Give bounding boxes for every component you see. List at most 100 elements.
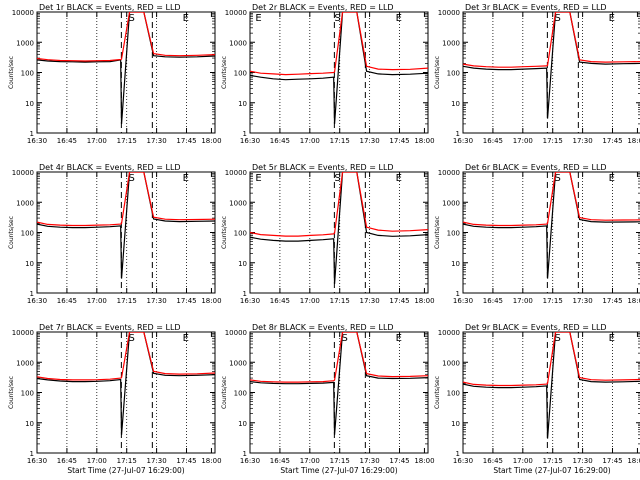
y-tick-label: 10000 — [12, 329, 34, 337]
x-tick-label: 17:45 — [176, 457, 196, 465]
marker-label: E — [255, 173, 261, 184]
y-tick-label: 100 — [234, 230, 247, 238]
marker-label: S — [128, 13, 134, 24]
y-tick-label: 1 — [30, 450, 34, 458]
x-tick-label: 16:45 — [483, 457, 503, 465]
marker-label: S — [554, 173, 560, 184]
series-line-lld — [37, 12, 215, 62]
panel-8: Det 8r BLACK = Events, RED = LLD 1 10 100 10… — [221, 323, 435, 475]
y-tick-label: 10 — [25, 420, 34, 428]
y-tick-label: 100 — [21, 70, 34, 78]
marker-label: E — [609, 333, 615, 344]
panel-title: Det 2r BLACK = Events, RED = LLD — [252, 3, 394, 12]
series-line-lld — [250, 332, 428, 383]
panel-1: Det 1r BLACK = Events, RED = LLD 1 10 100 10… — [8, 3, 222, 145]
x-tick-label: 17:00 — [300, 457, 320, 465]
panel-title: Det 7r BLACK = Events, RED = LLD — [39, 323, 181, 332]
y-tick-label: 10 — [451, 260, 460, 268]
plot-frame — [249, 171, 429, 294]
x-tick-label: 18:00 — [627, 457, 640, 465]
y-tick-label: 1 — [456, 290, 460, 298]
x-tick-label: 16:45 — [270, 457, 290, 465]
y-tick-label: 10000 — [225, 169, 247, 177]
x-tick-label: 17:00 — [513, 137, 533, 145]
series-line-events — [37, 332, 215, 435]
panel-3: Det 3r BLACK = Events, RED = LLD 1 10 100 10… — [434, 3, 640, 145]
x-tick-label: 17:00 — [513, 457, 533, 465]
y-axis-label: Counts/sec — [434, 56, 441, 89]
y-tick-label: 1 — [30, 130, 34, 138]
series-line-events — [37, 12, 215, 124]
series-line-events — [250, 332, 428, 435]
y-axis-label: Counts/sec — [8, 216, 15, 249]
y-tick-label: 1 — [243, 290, 247, 298]
y-tick-label: 10000 — [438, 9, 460, 17]
x-tick-label: 16:30 — [453, 297, 473, 305]
x-axis-label: Start Time (27-Jul-07 16:29:00) — [67, 466, 184, 475]
marker-label: E — [609, 173, 615, 184]
y-tick-label: 10 — [451, 420, 460, 428]
y-tick-label: 1 — [456, 130, 460, 138]
series-line-lld — [250, 172, 428, 237]
series-line-events — [463, 172, 640, 279]
series-line-events — [250, 12, 428, 124]
x-tick-label: 16:30 — [27, 457, 47, 465]
x-tick-label: 17:15 — [543, 297, 563, 305]
series-line-lld — [37, 172, 215, 227]
panel-6: Det 6r BLACK = Events, RED = LLD 1 10 100 10… — [434, 163, 640, 305]
x-tick-label: 17:30 — [360, 297, 380, 305]
y-tick-label: 1000 — [16, 199, 34, 207]
x-tick-label: 16:45 — [57, 457, 77, 465]
y-axis-label: Counts/sec — [434, 216, 441, 249]
x-tick-label: 17:00 — [300, 137, 320, 145]
y-tick-label: 10000 — [438, 329, 460, 337]
panel-7: Det 7r BLACK = Events, RED = LLD 1 10 100 10… — [8, 323, 222, 475]
x-tick-label: 16:45 — [270, 137, 290, 145]
x-tick-label: 17:30 — [147, 457, 167, 465]
x-tick-label: 16:30 — [27, 137, 47, 145]
x-tick-label: 17:30 — [360, 457, 380, 465]
x-tick-label: 17:15 — [117, 457, 137, 465]
x-tick-label: 17:00 — [300, 297, 320, 305]
marker-label: E — [396, 333, 402, 344]
y-tick-label: 1 — [456, 450, 460, 458]
marker-label: E — [396, 13, 402, 24]
x-tick-label: 17:45 — [389, 457, 409, 465]
panel-title: Det 4r BLACK = Events, RED = LLD — [39, 163, 181, 172]
x-tick-label: 18:00 — [414, 137, 434, 145]
x-tick-label: 17:15 — [543, 137, 563, 145]
x-axis-label: Start Time (27-Jul-07 16:29:00) — [493, 466, 610, 475]
panel-title: Det 5r BLACK = Events, RED = LLD — [252, 163, 394, 172]
y-tick-label: 100 — [234, 390, 247, 398]
x-tick-label: 18:00 — [627, 297, 640, 305]
series-line-lld — [37, 332, 215, 381]
series-line-lld — [463, 332, 640, 387]
panel-title: Det 1r BLACK = Events, RED = LLD — [39, 3, 181, 12]
x-tick-label: 17:00 — [87, 137, 107, 145]
panel-4: Det 4r BLACK = Events, RED = LLD 1 10 100 10… — [8, 163, 222, 305]
y-axis-label: Counts/sec — [221, 56, 228, 89]
x-tick-label: 17:30 — [360, 137, 380, 145]
marker-label: S — [334, 13, 340, 24]
y-tick-label: 1000 — [229, 199, 247, 207]
y-tick-label: 10 — [238, 420, 247, 428]
x-tick-label: 16:30 — [27, 297, 47, 305]
y-tick-label: 1000 — [442, 39, 460, 47]
y-tick-label: 10 — [25, 260, 34, 268]
y-tick-label: 10000 — [225, 329, 247, 337]
marker-label: S — [554, 333, 560, 344]
y-tick-label: 1 — [243, 130, 247, 138]
x-tick-label: 16:45 — [483, 137, 503, 145]
x-tick-label: 18:00 — [201, 457, 221, 465]
x-tick-label: 17:15 — [543, 457, 563, 465]
x-tick-label: 17:30 — [573, 137, 593, 145]
x-tick-label: 17:15 — [330, 137, 350, 145]
y-tick-label: 1 — [30, 290, 34, 298]
panel-5: Det 5r BLACK = Events, RED = LLD 1 10 100 10… — [221, 163, 435, 305]
x-tick-label: 17:45 — [176, 297, 196, 305]
y-tick-label: 1 — [243, 450, 247, 458]
x-tick-label: 17:15 — [117, 297, 137, 305]
x-tick-label: 16:45 — [57, 297, 77, 305]
plot-frame — [36, 171, 216, 294]
